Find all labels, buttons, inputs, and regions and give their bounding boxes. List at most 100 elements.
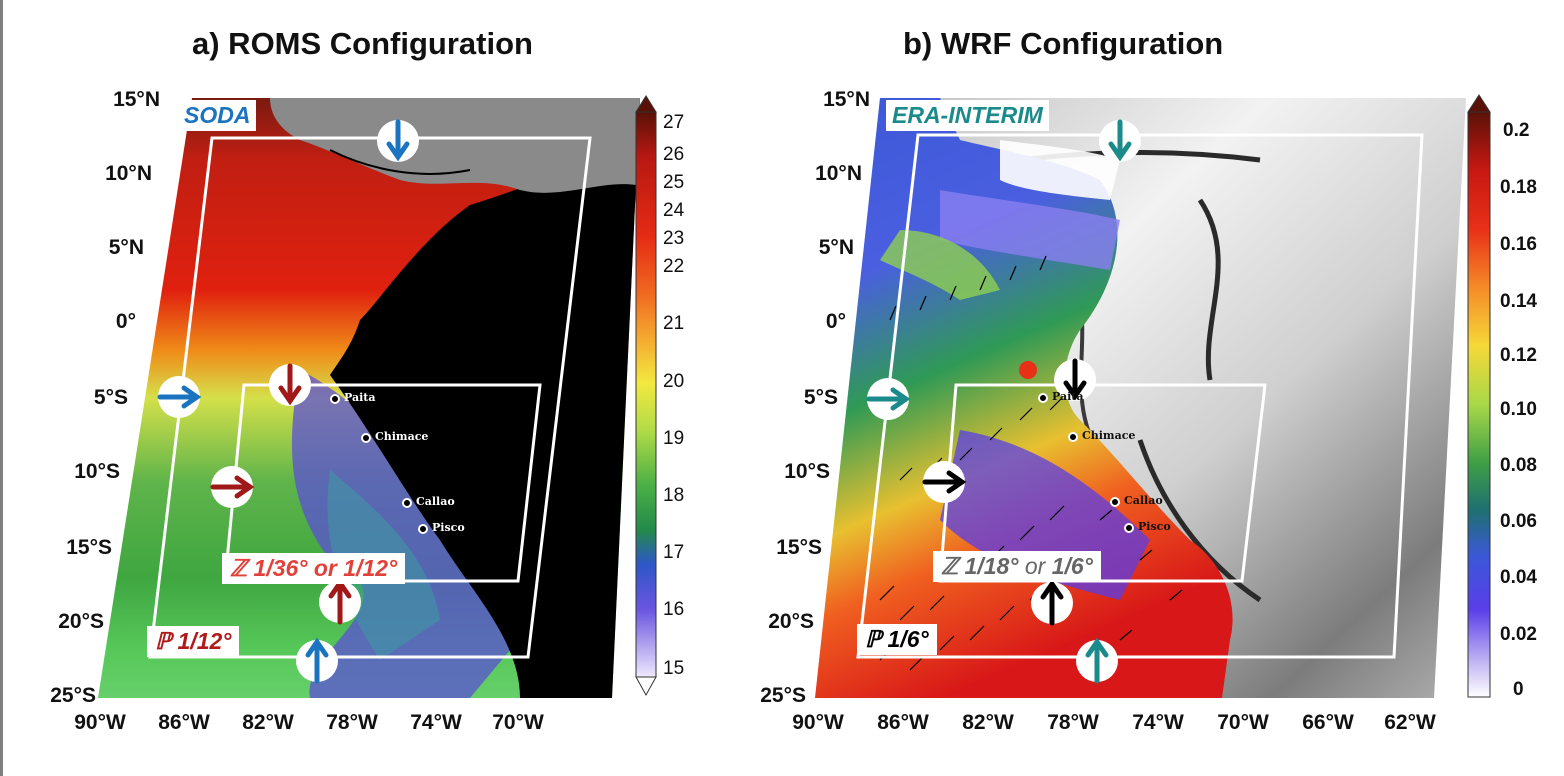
colorbar-tick-label: 0.18 bbox=[1500, 177, 1537, 198]
lon-label: 90°W bbox=[74, 711, 126, 734]
arrow-icon bbox=[377, 119, 419, 162]
city-marker bbox=[361, 433, 371, 443]
arrow-icon bbox=[1076, 637, 1118, 684]
colorbar-tick-label: 0.12 bbox=[1500, 345, 1537, 366]
city-label: Pisco bbox=[1138, 520, 1171, 533]
city-marker bbox=[1124, 523, 1134, 533]
inner-domain-box bbox=[938, 383, 1267, 583]
colorbar-tick-label: 18 bbox=[663, 485, 685, 506]
lat-label: 10°S bbox=[784, 460, 830, 483]
lat-label: 20°S bbox=[58, 610, 104, 633]
forcing-source-label: SODA bbox=[178, 100, 257, 131]
colorbar-tick-label: 0.04 bbox=[1500, 567, 1537, 588]
colorbar-tick-label: 25 bbox=[663, 172, 685, 193]
city-label: Paita bbox=[344, 391, 376, 404]
lon-label: 78°W bbox=[1047, 711, 1099, 734]
city-marker bbox=[1068, 432, 1078, 442]
colorbar-tick-label: 23 bbox=[663, 228, 685, 249]
city-marker bbox=[1038, 393, 1048, 403]
land-central-america bbox=[270, 98, 640, 193]
colorbar-tick-label: 0 bbox=[1513, 679, 1524, 700]
panel-b-title: b) WRF Configuration bbox=[903, 26, 1224, 61]
lon-label: 90°W bbox=[792, 711, 844, 734]
lon-label: 74°W bbox=[1132, 711, 1184, 734]
colorbar-b bbox=[1467, 111, 1491, 698]
city-marker bbox=[330, 394, 340, 404]
colorbar-tick-label: 17 bbox=[663, 542, 685, 563]
forcing-source-label: ERA-INTERIM bbox=[886, 100, 1049, 131]
land-south-america bbox=[330, 98, 640, 698]
city-label: Chimace bbox=[1082, 429, 1136, 442]
lon-label: 78°W bbox=[326, 711, 378, 734]
colorbar-a bbox=[635, 111, 657, 678]
arrow-icon bbox=[1031, 579, 1073, 626]
lon-label: 62°W bbox=[1384, 711, 1436, 734]
outer-resolution-label: ℙ 1/6° bbox=[857, 624, 937, 655]
lat-label: 5°N bbox=[108, 236, 144, 259]
colorbar-tick-label: 0.2 bbox=[1503, 120, 1530, 141]
panel-a-title: a) ROMS Configuration bbox=[192, 26, 533, 61]
city-label: Chimace bbox=[375, 430, 429, 443]
inner-resolution-label: ℤ 1/36° or 1/12° bbox=[222, 553, 406, 584]
outer-domain-box bbox=[856, 133, 1424, 659]
lon-label: 82°W bbox=[962, 711, 1014, 734]
lat-label: 15°S bbox=[776, 536, 822, 559]
arrow-icon bbox=[319, 578, 361, 625]
lat-label: 5°S bbox=[803, 386, 838, 409]
arrow-icon bbox=[1099, 119, 1141, 162]
colorbar-tick-label: 0.16 bbox=[1500, 234, 1537, 255]
lat-label: 10°N bbox=[815, 162, 862, 185]
inner-resolution-z: ℤ 1/18° bbox=[941, 553, 1019, 579]
inner-resolution-label: ℤ 1/18° or 1/6° bbox=[933, 551, 1101, 582]
panel-a-map bbox=[98, 95, 657, 698]
lon-label: 70°W bbox=[492, 711, 544, 734]
lat-label: 10°N bbox=[105, 162, 152, 185]
lon-label: 74°W bbox=[410, 711, 462, 734]
inner-resolution-alt: 1/6° bbox=[1051, 553, 1093, 579]
lat-label: 10°S bbox=[74, 460, 120, 483]
figure-border bbox=[0, 0, 3, 776]
arrow-icon bbox=[1054, 358, 1096, 401]
lat-label: 0° bbox=[825, 310, 846, 333]
lon-label: 86°W bbox=[158, 711, 210, 734]
lat-label: 15°N bbox=[823, 88, 870, 111]
lon-label: 86°W bbox=[877, 711, 929, 734]
lat-label: 5°N bbox=[818, 236, 854, 259]
city-label: Paita bbox=[1052, 390, 1084, 403]
city-marker bbox=[402, 498, 412, 508]
upwelling-zone bbox=[291, 370, 513, 698]
colorbar-tick-label: 22 bbox=[663, 256, 685, 277]
arrow-icon bbox=[866, 378, 911, 420]
city-label: Pisco bbox=[432, 521, 465, 534]
inner-domain-box bbox=[223, 383, 542, 583]
city-marker bbox=[1110, 497, 1120, 507]
city-marker bbox=[418, 524, 428, 534]
panel-b-map bbox=[815, 94, 1491, 698]
colorbar-tick-label: 0.14 bbox=[1500, 291, 1537, 312]
lon-label: 82°W bbox=[242, 711, 294, 734]
colorbar-tick-label: 0.06 bbox=[1500, 511, 1537, 532]
lon-label: 66°W bbox=[1302, 711, 1354, 734]
colorbar-tick-label: 27 bbox=[663, 112, 685, 133]
colorbar-tick-label: 20 bbox=[663, 371, 685, 392]
inner-resolution-or: or bbox=[1024, 553, 1046, 579]
city-label: Callao bbox=[416, 495, 455, 508]
colorbar-tick-label: 21 bbox=[663, 313, 685, 334]
arrow-icon bbox=[157, 376, 202, 418]
lat-label: 25°S bbox=[760, 684, 806, 707]
colorbar-tick-label: 0.08 bbox=[1500, 455, 1537, 476]
arrow-icon bbox=[210, 466, 255, 508]
lat-label: 20°S bbox=[768, 610, 814, 633]
arrow-icon bbox=[269, 363, 311, 406]
city-label: Callao bbox=[1124, 494, 1163, 507]
lon-label: 70°W bbox=[1217, 711, 1269, 734]
colorbar-tick-label: 19 bbox=[663, 428, 685, 449]
colorbar-tick-label: 26 bbox=[663, 144, 685, 165]
lat-label: 0° bbox=[115, 310, 136, 333]
lat-label: 25°S bbox=[50, 684, 96, 707]
colorbar-tick-label: 0.02 bbox=[1500, 624, 1537, 645]
lat-label: 5°S bbox=[93, 386, 128, 409]
arrow-icon bbox=[922, 461, 967, 503]
outer-resolution-label: ℙ 1/12° bbox=[147, 626, 240, 657]
colorbar-tick-label: 16 bbox=[663, 599, 685, 620]
